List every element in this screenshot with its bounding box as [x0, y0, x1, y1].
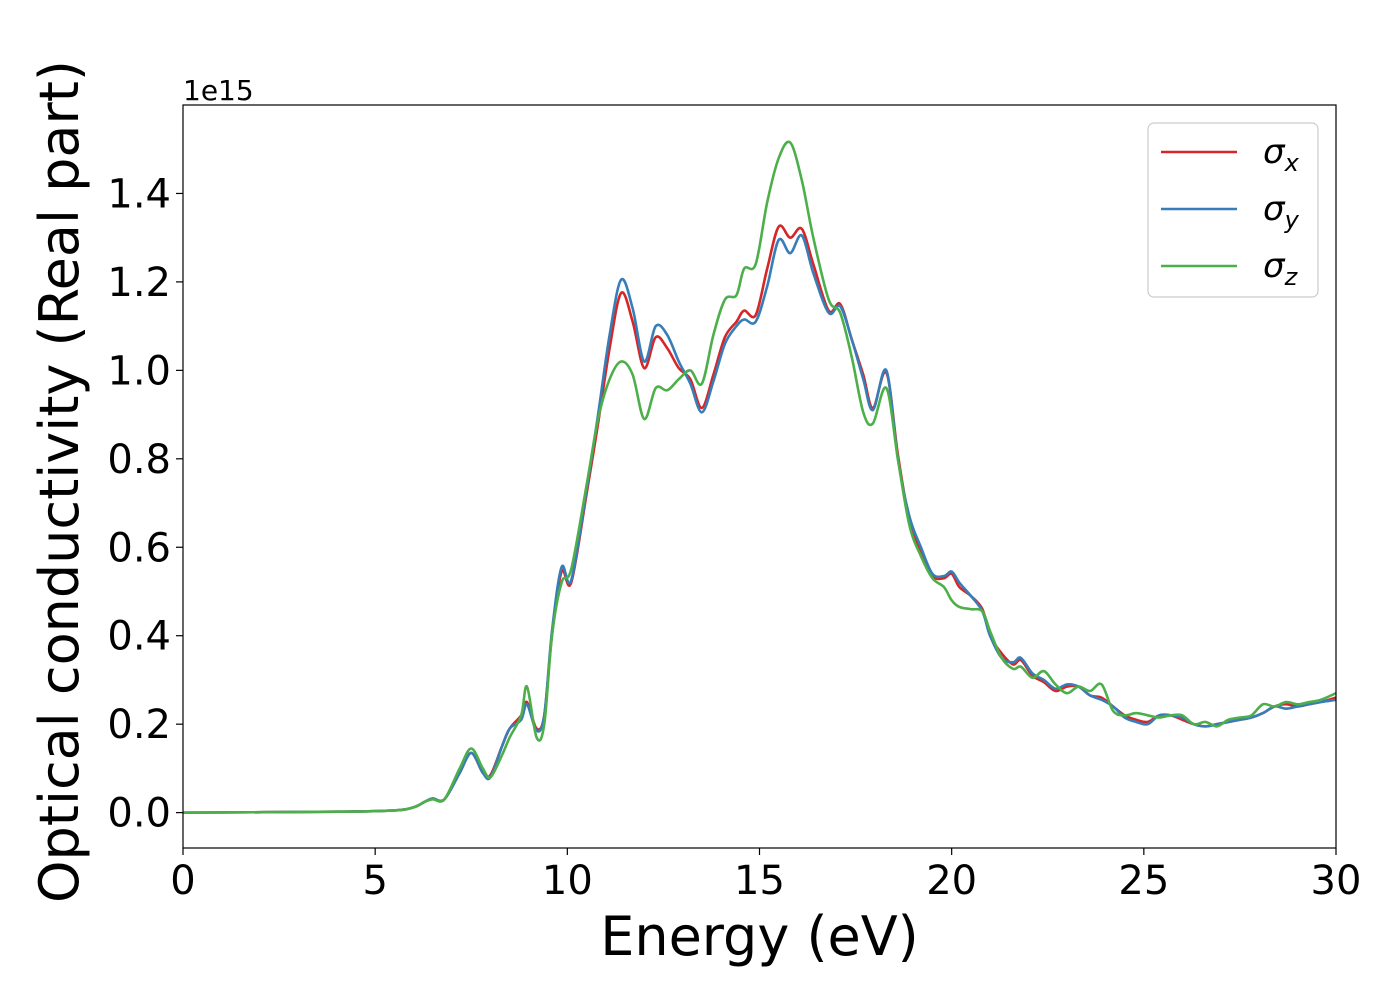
x-tick-label: 30 [1311, 858, 1362, 904]
legend-label-sigma-x: σx [1263, 132, 1300, 177]
y-tick-label: 0.0 [107, 791, 171, 837]
y-tick-label: 0.6 [107, 525, 171, 571]
y-tick-label: 0.8 [107, 437, 171, 483]
legend-label-sigma-z: σz [1263, 246, 1299, 291]
legend-label-sigma-y: σy [1263, 189, 1300, 234]
x-tick-label: 5 [362, 858, 387, 904]
y-offset-label: 1e15 [183, 74, 254, 107]
series-line-sigma-z [182, 140, 1337, 814]
x-tick-label: 0 [170, 858, 195, 904]
y-axis-title: Optical conductivity (Real part) [28, 60, 91, 903]
x-axis-title: Energy (eV) [600, 905, 919, 968]
x-tick-label: 10 [542, 858, 593, 904]
x-axis-ticks: 0 5 10 15 20 25 30 [170, 848, 1361, 904]
y-tick-label: 0.4 [107, 614, 171, 660]
x-tick-label: 15 [734, 858, 785, 904]
x-tick-label: 25 [1118, 858, 1169, 904]
y-tick-label: 0.2 [107, 702, 171, 748]
legend: σx σy σz [1147, 122, 1319, 298]
y-tick-label: 1.2 [107, 260, 171, 306]
plot-lines [182, 140, 1337, 814]
x-tick-label: 20 [926, 858, 977, 904]
y-tick-label: 1.0 [107, 348, 171, 394]
y-axis-ticks: 0.0 0.2 0.4 0.6 0.8 1.0 1.2 1.4 [107, 171, 183, 837]
y-tick-label: 1.4 [107, 171, 171, 217]
series-line-sigma-y [182, 233, 1337, 814]
